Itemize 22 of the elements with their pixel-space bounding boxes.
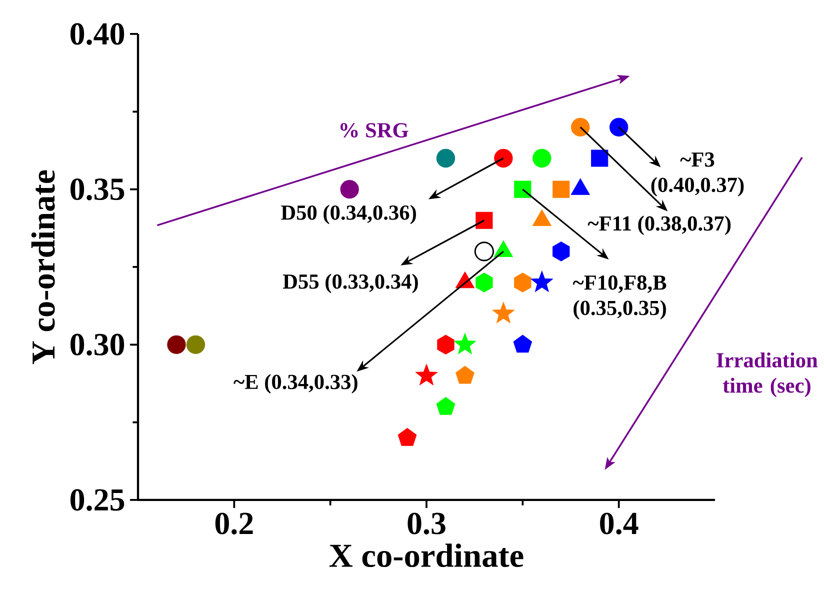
y-tick-label: 0.35 <box>70 178 124 200</box>
y-tick-label: 0.25 <box>70 489 124 511</box>
annotation: % SRG <box>340 123 408 138</box>
point <box>186 335 206 354</box>
annotation: ~F10,F8,B (0.35,0.35) <box>572 275 666 320</box>
x-tick-label: 0.4 <box>600 512 638 534</box>
annotation: ~F3 (0.40,0.37) <box>651 152 744 196</box>
annotation: D55 (0.33,0.34) <box>282 274 418 294</box>
y-tick-label: 0.40 <box>70 23 124 45</box>
point <box>474 242 494 262</box>
text: Irradiation time (sec) <box>716 352 818 398</box>
x-tick-label: 0.2 <box>215 512 253 534</box>
point <box>340 180 359 199</box>
annotation: ~F11 (0.38,0.37) <box>588 216 731 236</box>
point <box>167 335 186 354</box>
annotation: ~E (0.34,0.33) <box>234 374 358 394</box>
annotation: D50 (0.34,0.36) <box>281 204 416 224</box>
y-axis-title: Y co-ordinate <box>31 170 55 364</box>
x-axis-title: X co-ordinate <box>329 544 524 568</box>
x-tick-label: 0.3 <box>408 512 446 534</box>
y-tick-label: 0.30 <box>70 334 124 356</box>
point <box>436 148 456 168</box>
